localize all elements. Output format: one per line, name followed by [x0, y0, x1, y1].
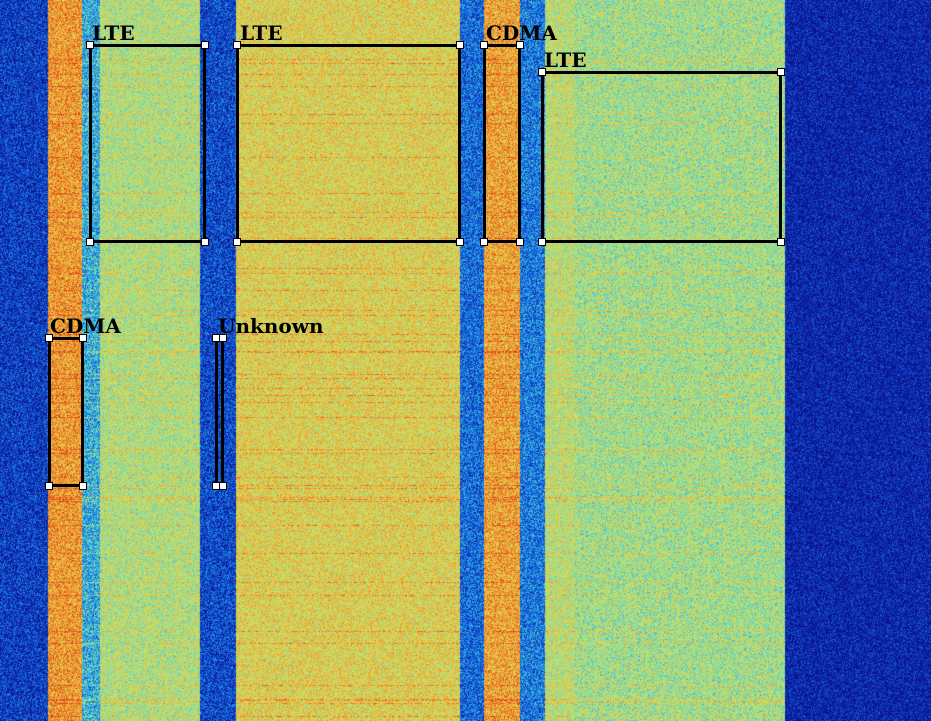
- resize-handle[interactable]: [79, 482, 87, 490]
- resize-handle[interactable]: [45, 334, 53, 342]
- resize-handle[interactable]: [201, 238, 209, 246]
- resize-handle[interactable]: [516, 41, 524, 49]
- annotation-box-cdma-2[interactable]: [45, 334, 87, 490]
- annotation-box-lte-2[interactable]: [233, 41, 464, 246]
- annotation-label-cdma-1: CDMA: [486, 21, 557, 45]
- resize-handle[interactable]: [538, 238, 546, 246]
- resize-handle[interactable]: [45, 482, 53, 490]
- resize-handle[interactable]: [480, 41, 488, 49]
- resize-handle[interactable]: [516, 238, 524, 246]
- resize-handle[interactable]: [233, 238, 241, 246]
- annotation-box-cdma-1[interactable]: [480, 41, 524, 246]
- resize-handle[interactable]: [86, 238, 94, 246]
- annotation-box-lte-1[interactable]: [86, 41, 209, 246]
- annotation-label-lte-3: LTE: [544, 48, 587, 72]
- resize-handle[interactable]: [86, 41, 94, 49]
- annotation-box-lte-3[interactable]: [538, 68, 785, 246]
- resize-handle[interactable]: [201, 41, 209, 49]
- resize-handle[interactable]: [233, 41, 241, 49]
- annotation-label-lte-2: LTE: [240, 21, 283, 45]
- resize-handle[interactable]: [219, 334, 227, 342]
- resize-handle[interactable]: [456, 238, 464, 246]
- annotation-label-cdma-2: CDMA: [50, 314, 121, 338]
- resize-handle[interactable]: [480, 238, 488, 246]
- annotation-box-unknown[interactable]: [212, 334, 227, 490]
- resize-handle[interactable]: [456, 41, 464, 49]
- resize-handle[interactable]: [538, 68, 546, 76]
- resize-handle[interactable]: [777, 238, 785, 246]
- resize-handle[interactable]: [219, 482, 227, 490]
- annotation-label-lte-1: LTE: [92, 21, 135, 45]
- annotation-label-unknown: Unknown: [218, 314, 324, 338]
- resize-handle[interactable]: [777, 68, 785, 76]
- resize-handle[interactable]: [79, 334, 87, 342]
